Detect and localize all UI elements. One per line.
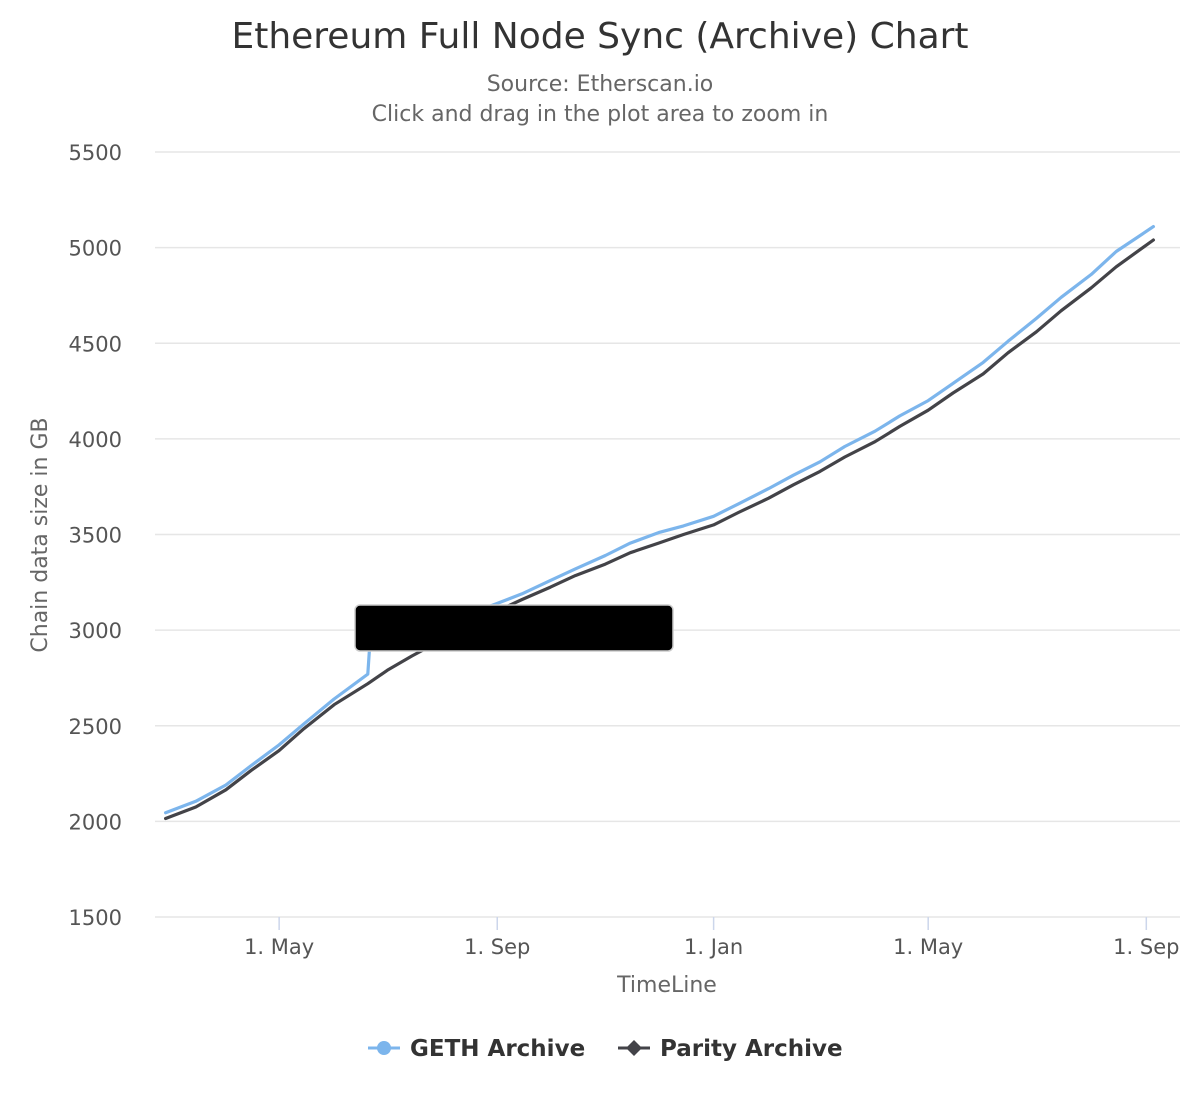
- y-tick-label-3500: 3500: [69, 524, 122, 548]
- chart-subtitle-line-2: Click and drag in the plot area to zoom …: [372, 102, 829, 127]
- y-tick-label-1500: 1500: [69, 906, 122, 930]
- y-tick-label-2500: 2500: [69, 715, 122, 739]
- x-axis-title: TimeLine: [616, 973, 717, 998]
- y-tick-label-4500: 4500: [69, 332, 122, 356]
- legend-symbol-parity-diamond: [626, 1040, 642, 1056]
- y-axis-title: Chain data size in GB: [28, 417, 53, 652]
- plot-area[interactable]: [164, 225, 1155, 821]
- redaction-box: [354, 604, 674, 652]
- series-line-parity-archive[interactable]: [164, 238, 1155, 821]
- chart-title: Ethereum Full Node Sync (Archive) Chart: [231, 16, 968, 57]
- x-axis: 1. May 1. Sep 1. Jan 1. May 1. Sep: [244, 917, 1179, 959]
- y-tick-label-5000: 5000: [69, 237, 122, 261]
- x-tick-label-3: 1. May: [893, 935, 963, 959]
- y-tick-label-4000: 4000: [69, 428, 122, 452]
- legend-label-geth: GETH Archive: [410, 1036, 585, 1062]
- x-tick-label-2: 1. Jan: [684, 935, 743, 959]
- y-tick-label-5500: 5500: [69, 141, 122, 165]
- series-line-geth-archive[interactable]: [164, 225, 1155, 815]
- y-gridlines: [155, 151, 1180, 918]
- legend: GETH Archive Parity Archive: [368, 1036, 843, 1062]
- x-tick-label-4: 1. Sep: [1113, 935, 1179, 959]
- y-axis-ticks: 1500 2000 2500 3000 3500 4000 4500 5000 5500: [69, 141, 122, 930]
- y-tick-label-2000: 2000: [69, 810, 122, 834]
- legend-label-parity: Parity Archive: [660, 1036, 843, 1062]
- chart-subtitle-line-1: Source: Etherscan.io: [487, 72, 714, 97]
- x-tick-label-0: 1. May: [244, 935, 314, 959]
- legend-item-parity[interactable]: Parity Archive: [618, 1036, 843, 1062]
- legend-symbol-geth-circle: [377, 1041, 391, 1055]
- x-tick-label-1: 1. Sep: [464, 935, 530, 959]
- legend-item-geth[interactable]: GETH Archive: [368, 1036, 585, 1062]
- y-tick-label-3000: 3000: [69, 619, 122, 643]
